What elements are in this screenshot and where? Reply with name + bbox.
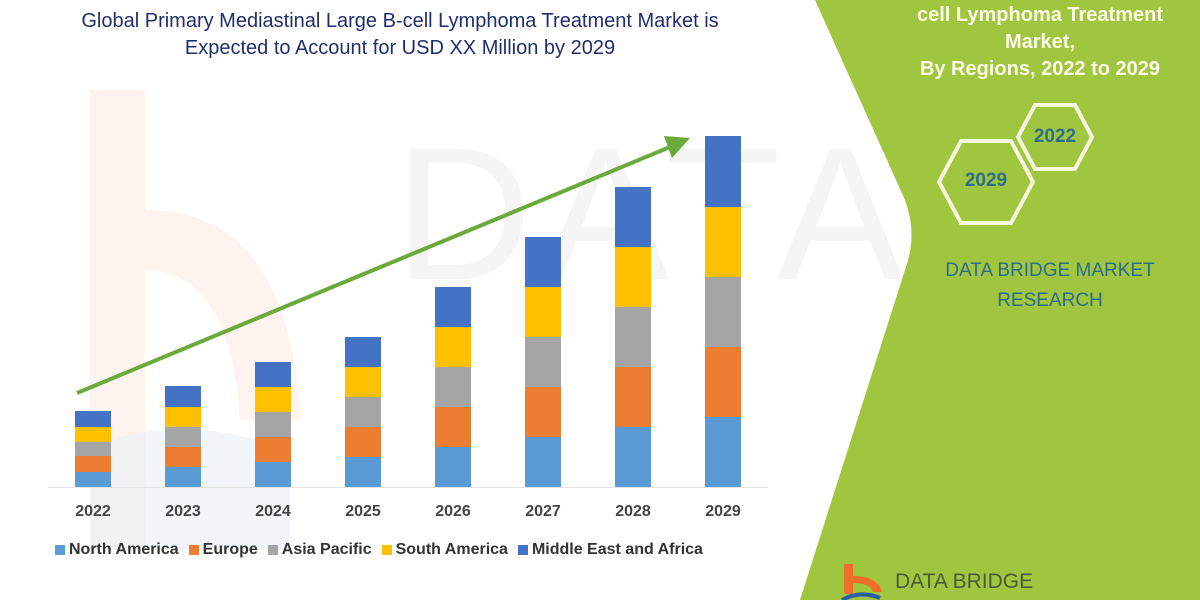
bar-2027 [525, 237, 561, 487]
x-axis-baseline [48, 487, 768, 488]
bar-segment [255, 437, 291, 462]
bar-segment [435, 447, 471, 487]
bar-segment [165, 467, 201, 487]
bar-segment [75, 427, 111, 442]
bar-segment [255, 387, 291, 412]
bar-segment [255, 462, 291, 487]
bar-2029 [705, 136, 741, 487]
hexagon-2029-label: 2029 [964, 170, 1008, 191]
bar-2022 [75, 411, 111, 487]
brand-name-line2: RESEARCH [997, 290, 1103, 311]
bar-segment [705, 347, 741, 417]
panel-title-line1: cell Lymphoma Treatment Market, [917, 4, 1163, 53]
bar-segment [615, 367, 651, 427]
bar-segment [525, 337, 561, 387]
bar-segment [345, 427, 381, 457]
bar-segment [615, 187, 651, 247]
legend-swatch-icon [517, 545, 528, 555]
bar-segment [705, 207, 741, 277]
bar-segment [165, 386, 201, 407]
bar-segment [525, 237, 561, 287]
panel-title-line2: By Regions, 2022 to 2029 [919, 58, 1161, 80]
legend-item-asia-pacific: Asia Pacific [267, 541, 372, 559]
legend-label: Asia Pacific [281, 541, 372, 558]
chart-title-line2: Expected to Account for USD XX Million b… [184, 37, 616, 59]
logo-text: DATA BRIDGE [895, 570, 1034, 593]
brand-name-line1: DATA BRIDGE MARKET [945, 260, 1155, 281]
bar-segment [165, 427, 201, 447]
bar-2026 [435, 287, 471, 487]
x-axis-label: 2027 [525, 503, 561, 520]
bar-segment [345, 457, 381, 487]
bar-segment [345, 367, 381, 397]
chart-legend: North America Europe Asia Pacific South … [55, 541, 703, 559]
bar-segment [705, 277, 741, 347]
legend-label: Europe [202, 541, 258, 558]
bar-segment [345, 397, 381, 427]
bar-segment [435, 367, 471, 407]
chart-title-line1: Global Primary Mediastinal Large B-cell … [81, 10, 719, 32]
bar-segment [165, 447, 201, 467]
data-bridge-logo-icon [841, 564, 882, 600]
hexagon-2022-icon [1015, 103, 1095, 171]
x-axis-label: 2026 [435, 503, 471, 520]
x-axis-label: 2024 [255, 503, 291, 520]
legend-swatch-icon [381, 545, 392, 555]
chart-title: Global Primary Mediastinal Large B-cell … [0, 8, 800, 62]
x-axis-label: 2028 [615, 503, 651, 520]
legend-label: South America [395, 541, 508, 558]
legend-swatch-icon [267, 545, 278, 555]
bar-segment [615, 427, 651, 487]
bar-segment [705, 417, 741, 487]
legend-swatch-icon [55, 545, 65, 555]
panel-title: cell Lymphoma Treatment Market, By Regio… [880, 2, 1200, 83]
stacked-bar-chart: 2022 2023 2024 2025 2026 2027 2028 2029 North A… [48, 136, 768, 559]
bar-2028 [615, 187, 651, 487]
x-axis-label: 2029 [705, 503, 741, 520]
bar-segment [435, 407, 471, 447]
bar-segment [255, 412, 291, 437]
legend-item-middle-east-africa: Middle East and Africa [517, 541, 703, 559]
bar-segment [75, 411, 111, 427]
bar-segment [525, 387, 561, 437]
hexagon-2029-icon [936, 139, 1036, 225]
bar-segment [75, 442, 111, 456]
bar-2025 [345, 337, 381, 487]
legend-item-north-america: North America [55, 541, 179, 559]
bar-segment [255, 362, 291, 387]
brand-name: DATA BRIDGE MARKET RESEARCH [920, 256, 1180, 316]
bar-segment [75, 456, 111, 472]
bar-segment [615, 247, 651, 307]
hexagon-2022-label: 2022 [1033, 126, 1077, 147]
bar-segment [705, 136, 741, 207]
bar-segment [75, 472, 111, 487]
legend-label: North America [69, 541, 179, 558]
x-axis-label: 2022 [75, 503, 111, 520]
trend-arrow-icon [76, 136, 690, 395]
bar-2024 [255, 362, 291, 487]
bar-segment [615, 307, 651, 367]
x-axis-label: 2023 [165, 503, 201, 520]
bar-segment [525, 437, 561, 487]
bar-segment [165, 407, 201, 427]
bar-segment [435, 287, 471, 327]
x-axis-label: 2025 [345, 503, 381, 520]
bar-segment [345, 337, 381, 367]
legend-item-europe: Europe [188, 541, 258, 559]
bar-segment [525, 287, 561, 337]
bar-2023 [165, 386, 201, 487]
bar-segment [435, 327, 471, 367]
legend-swatch-icon [188, 545, 199, 555]
legend-label: Middle East and Africa [531, 541, 703, 558]
legend-item-south-america: South America [381, 541, 508, 559]
